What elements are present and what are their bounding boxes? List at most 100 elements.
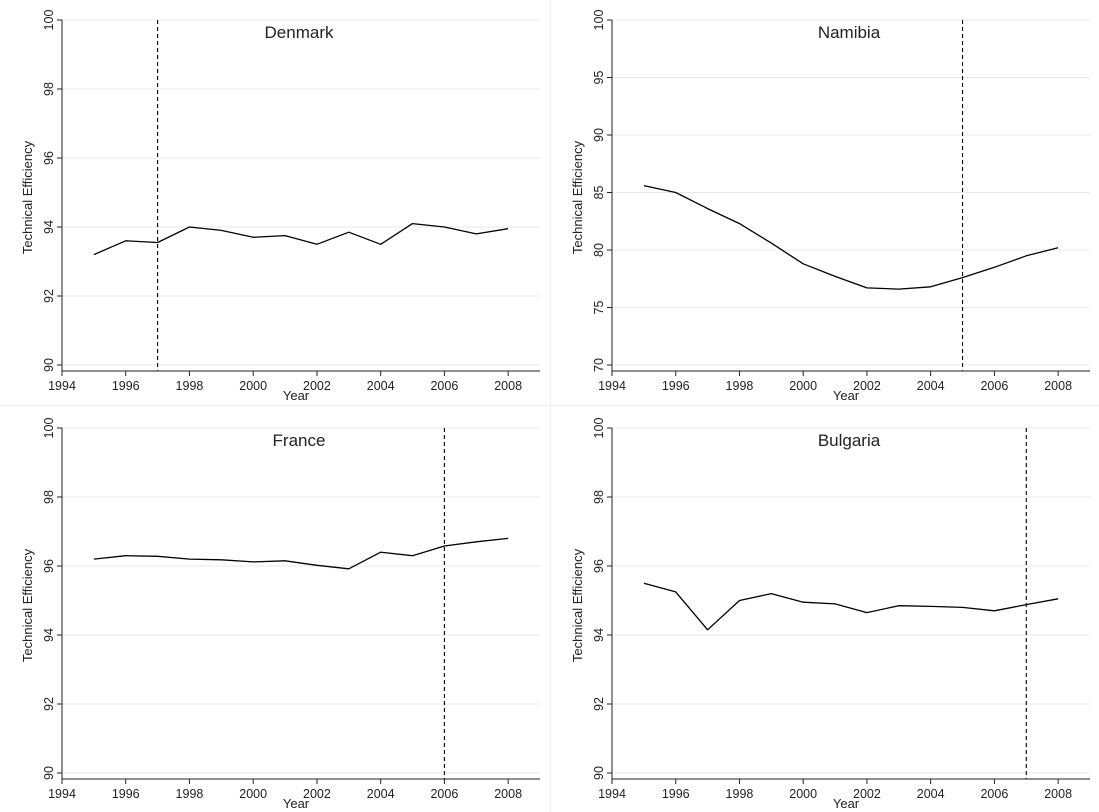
chart-denmark: 90 92 94 96 98 100 1994 1996 1998 2000 2002 2004 200… — [20, 10, 540, 403]
chart-2-point-2000 — [251, 560, 255, 564]
chart-3-xtick-label-2008: 2008 — [1044, 787, 1072, 801]
chart-1-point-1997 — [706, 207, 710, 211]
chart-1-point-1998 — [737, 222, 741, 226]
chart-3-point-1998 — [737, 599, 741, 603]
chart-2-point-1997 — [156, 554, 160, 558]
chart-0-point-1995 — [92, 253, 96, 257]
chart-1-series-line — [643, 184, 1059, 290]
chart-0-xtick-label-2004: 2004 — [367, 379, 395, 393]
chart-3-ytick-label-94: 94 — [592, 628, 606, 642]
chart-3-point-2006 — [992, 609, 996, 613]
chart-2-ytick-label-90: 90 — [42, 766, 56, 780]
chart-2-ytick-label-92: 92 — [42, 697, 56, 711]
chart-2-point-2002 — [315, 563, 319, 567]
panel-divider-horizontal — [0, 405, 1099, 406]
chart-1-xtick-label-1998: 1998 — [726, 379, 754, 393]
chart-0-point-2008 — [506, 227, 510, 231]
chart-1-xtick-label-1994: 1994 — [598, 379, 626, 393]
chart-2-point-2004 — [379, 550, 383, 554]
chart-0-point-1998 — [187, 225, 191, 229]
chart-2-ytick-label-96: 96 — [42, 559, 56, 573]
chart-0-xtick-label-1994: 1994 — [48, 379, 76, 393]
chart-0-point-2002 — [315, 242, 319, 246]
chart-0-xtick-label-1996: 1996 — [112, 379, 140, 393]
chart-0-point-2006 — [442, 225, 446, 229]
panel-namibia: 70 75 80 85 90 95 100 1994 1996 1998 2000 2002 2004 2… — [550, 0, 1099, 405]
chart-1-point-2001 — [833, 274, 837, 278]
chart-1-point-1995 — [642, 184, 646, 188]
chart-3-xtick-label-1998: 1998 — [726, 787, 754, 801]
chart-3-point-2005 — [961, 605, 965, 609]
chart-0-ylabel: Technical Efficiency — [20, 140, 35, 254]
chart-0-xtick-label-2006: 2006 — [430, 379, 458, 393]
chart-0-point-2004 — [379, 242, 383, 246]
chart-2-title: France — [273, 431, 326, 450]
chart-2-xtick-label-1998: 1998 — [176, 787, 204, 801]
panel-denmark: 90 92 94 96 98 100 1994 1996 1998 2000 2002 2004 200… — [0, 0, 550, 405]
chart-0-point-1996 — [124, 239, 128, 243]
chart-3-xtick-label-2004: 2004 — [917, 787, 945, 801]
chart-0-point-1997 — [156, 241, 160, 245]
chart-3-xtick-label-1996: 1996 — [662, 787, 690, 801]
chart-namibia: 70 75 80 85 90 95 100 1994 1996 1998 2000 2002 2004 2… — [570, 10, 1090, 403]
chart-0-ytick-label-92: 92 — [42, 289, 56, 303]
chart-2-xtick-label-1996: 1996 — [112, 787, 140, 801]
chart-3-ytick-label-100: 100 — [592, 418, 606, 439]
chart-3-point-2000 — [801, 600, 805, 604]
chart-3-point-2002 — [865, 611, 869, 615]
chart-2-ylabel: Technical Efficiency — [20, 548, 35, 662]
chart-0-title: Denmark — [265, 23, 334, 42]
chart-0-xlabel: Year — [283, 388, 310, 403]
chart-0-point-1999 — [219, 228, 223, 232]
chart-0-xtick-label-2002: 2002 — [303, 379, 331, 393]
chart-0-ytick-label-98: 98 — [42, 82, 56, 96]
chart-2-ytick-label-100: 100 — [42, 418, 56, 439]
chart-3-ytick-label-92: 92 — [592, 697, 606, 711]
chart-1-point-2000 — [801, 262, 805, 266]
chart-2-point-2008 — [506, 536, 510, 540]
chart-0-point-2003 — [347, 230, 351, 234]
chart-1-point-2005 — [961, 276, 965, 280]
chart-0-xtick-label-2000: 2000 — [239, 379, 267, 393]
chart-2-point-1995 — [92, 557, 96, 561]
chart-0-point-2001 — [283, 234, 287, 238]
chart-1-point-2008 — [1056, 246, 1060, 250]
chart-2-point-2007 — [474, 540, 478, 544]
chart-3-ytick-label-90: 90 — [592, 766, 606, 780]
panel-divider-vertical — [550, 0, 551, 812]
chart-1-point-2006 — [992, 265, 996, 269]
chart-0-point-2005 — [411, 222, 415, 226]
chart-3-point-2003 — [897, 604, 901, 608]
chart-3-point-2007 — [1024, 603, 1028, 607]
chart-3-title: Bulgaria — [818, 431, 881, 450]
chart-2-point-2005 — [411, 554, 415, 558]
chart-0-point-2007 — [474, 232, 478, 236]
chart-1-point-2003 — [897, 287, 901, 291]
chart-3-xtick-label-2006: 2006 — [980, 787, 1008, 801]
chart-1-point-2007 — [1024, 254, 1028, 258]
chart-2-xtick-label-1994: 1994 — [48, 787, 76, 801]
chart-0-ytick-label-94: 94 — [42, 220, 56, 234]
chart-2-xtick-label-2000: 2000 — [239, 787, 267, 801]
chart-1-point-2002 — [865, 286, 869, 290]
chart-2-point-2006 — [442, 544, 446, 548]
chart-1-title: Namibia — [818, 23, 881, 42]
chart-1-xtick-label-2000: 2000 — [789, 379, 817, 393]
chart-3-ytick-label-96: 96 — [592, 559, 606, 573]
chart-3-xtick-label-1994: 1994 — [598, 787, 626, 801]
chart-2-point-1999 — [219, 558, 223, 562]
chart-0-series-line — [93, 222, 509, 256]
chart-3-point-2004 — [929, 604, 933, 608]
chart-2-point-1996 — [124, 554, 128, 558]
chart-3-point-1995 — [642, 581, 646, 585]
chart-2-point-2003 — [347, 567, 351, 571]
chart-1-ytick-label-90: 90 — [592, 128, 606, 142]
chart-3-ylabel: Technical Efficiency — [570, 548, 585, 662]
chart-1-xtick-label-1996: 1996 — [662, 379, 690, 393]
chart-0-ytick-label-90: 90 — [42, 358, 56, 372]
chart-3-point-1999 — [769, 592, 773, 596]
chart-2-ytick-label-98: 98 — [42, 490, 56, 504]
chart-1-ytick-label-75: 75 — [592, 301, 606, 315]
chart-2-xtick-label-2002: 2002 — [303, 787, 331, 801]
chart-2-point-1998 — [187, 557, 191, 561]
